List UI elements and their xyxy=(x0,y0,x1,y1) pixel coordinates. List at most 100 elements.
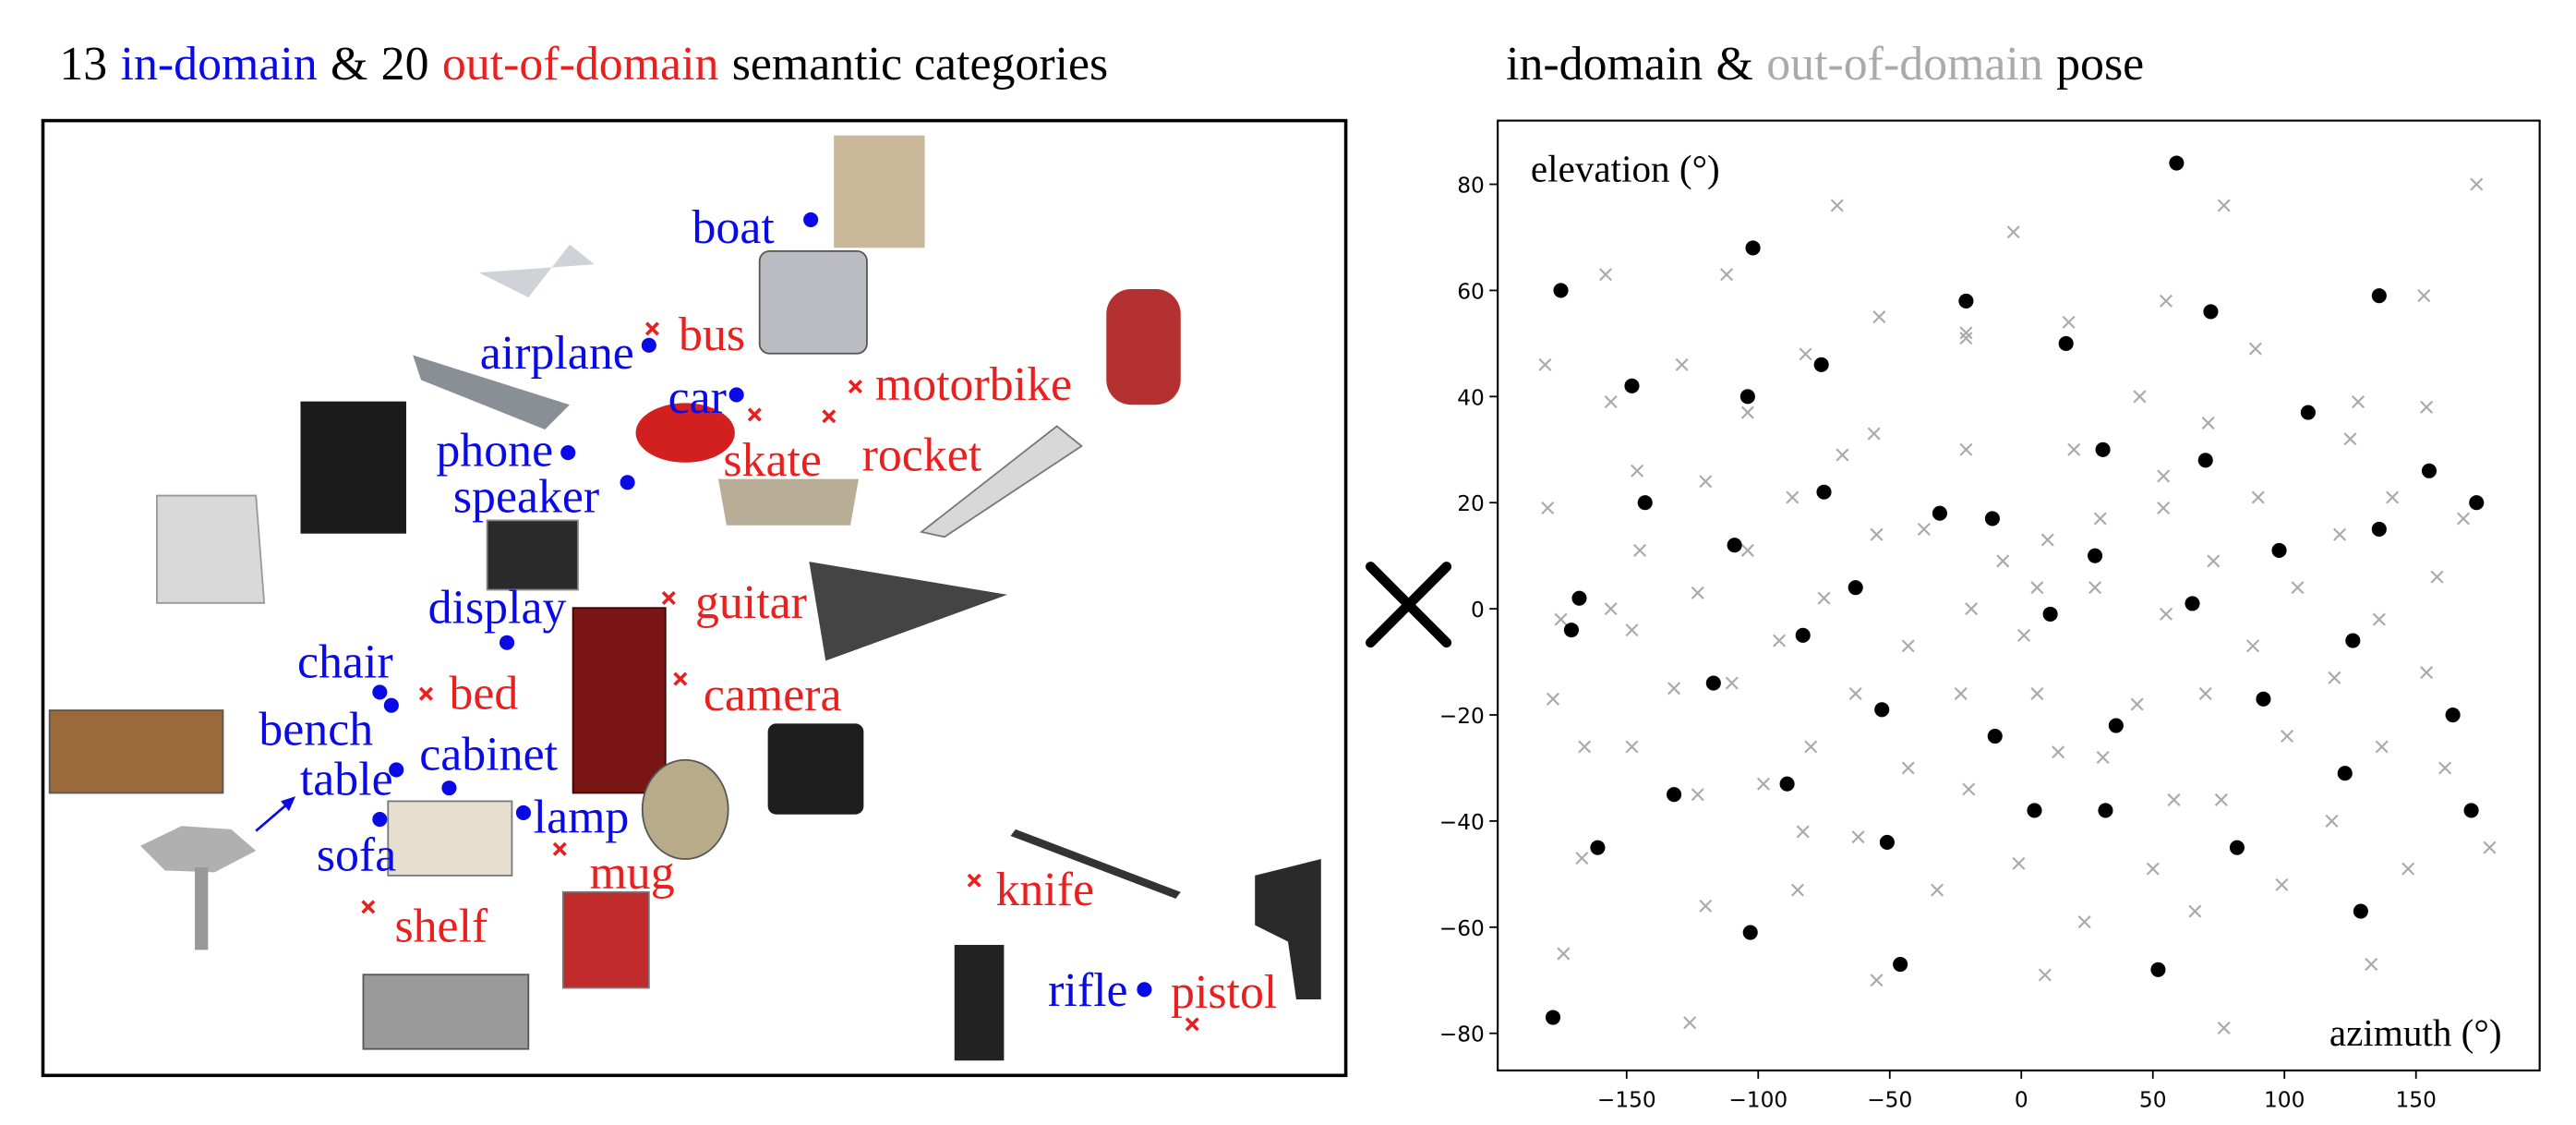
x-tick-label: 0 xyxy=(2015,1087,2028,1112)
pose-cross xyxy=(2430,570,2444,584)
table-leg xyxy=(195,866,209,950)
pose-dot xyxy=(1795,627,1811,643)
pose-cross xyxy=(2401,862,2415,876)
airplane-image xyxy=(478,244,595,297)
pose-cross xyxy=(1604,395,1618,409)
chair-image xyxy=(156,494,266,604)
category-label: guitar xyxy=(695,576,807,629)
category-label: knife xyxy=(995,864,1094,916)
pose-dot xyxy=(1739,389,1755,405)
pose-dot xyxy=(2271,542,2287,558)
pose-cross xyxy=(1872,310,1886,324)
left-frame xyxy=(41,118,1348,1078)
pose-cross xyxy=(1965,602,1979,616)
boat-image xyxy=(834,135,925,248)
pose-dot xyxy=(2421,463,2438,478)
pose-cross xyxy=(1799,347,1812,361)
pose-cross xyxy=(1691,788,1704,802)
knife-image xyxy=(1010,829,1181,899)
display-image xyxy=(486,519,579,591)
pose-cross xyxy=(1962,782,1976,796)
title-part: out-of-domain xyxy=(442,38,719,91)
pose-cross xyxy=(2246,639,2260,653)
pose-cross xyxy=(2038,968,2052,982)
y-tick-label: −80 xyxy=(1439,1022,1485,1047)
pose-dot xyxy=(1637,495,1653,511)
pose-cross xyxy=(1740,543,1754,557)
pose-cross xyxy=(2251,490,2265,504)
title-part: 20 xyxy=(381,38,429,91)
pose-cross xyxy=(1740,405,1754,419)
pose-cross xyxy=(1917,522,1931,536)
pose-cross xyxy=(2062,315,2076,329)
pose-cross xyxy=(2130,697,2144,711)
pose-dot xyxy=(1932,505,1947,521)
pistol-image xyxy=(1255,859,1321,1000)
pose-cross xyxy=(1538,357,1552,371)
pose-dot xyxy=(2469,495,2485,511)
pose-cross xyxy=(1725,676,1739,690)
pose-cross xyxy=(1836,448,1849,462)
pose-cross xyxy=(2067,442,2081,456)
x-tick-label: −100 xyxy=(1728,1087,1788,1112)
pose-dot xyxy=(1816,484,1832,500)
pose-dot xyxy=(2300,405,2316,420)
category-cross xyxy=(644,321,659,336)
pose-cross xyxy=(1699,475,1713,489)
pose-cross xyxy=(2375,740,2389,754)
title-part: in-domain xyxy=(1506,38,1703,91)
sofa-image xyxy=(387,800,513,877)
motorbike-image xyxy=(1106,289,1181,405)
pose-cross xyxy=(1848,687,1862,701)
category-dot xyxy=(620,475,635,490)
pose-cross xyxy=(1931,883,1944,897)
shelf-image xyxy=(362,974,530,1050)
pose-cross xyxy=(1851,830,1865,844)
y-axis-label: elevation (°) xyxy=(1531,148,1720,191)
y-tick-label: 0 xyxy=(1471,598,1485,623)
category-label: pistol xyxy=(1171,966,1277,1019)
category-label: shelf xyxy=(394,900,488,952)
pose-dot xyxy=(1893,957,1908,973)
pose-cross xyxy=(1720,268,1734,282)
pose-cross xyxy=(2077,915,2091,929)
pose-cross xyxy=(1625,623,1639,637)
pose-cross xyxy=(2281,729,2294,744)
category-dot xyxy=(441,780,457,796)
y-tick-label: 40 xyxy=(1457,385,1485,410)
category-dot xyxy=(500,635,515,650)
pose-cross xyxy=(1959,332,1973,345)
pose-cross xyxy=(1683,1016,1697,1030)
pose-cross xyxy=(1959,326,1973,340)
category-dot xyxy=(372,812,388,828)
pose-cross xyxy=(2351,395,2365,409)
pose-cross xyxy=(2217,1021,2231,1035)
pose-cross xyxy=(2483,841,2497,854)
pose-cross xyxy=(2343,432,2357,446)
pose-dot xyxy=(1879,834,1895,850)
pose-dot xyxy=(2337,766,2353,781)
pose-cross xyxy=(1804,740,1818,754)
category-cross xyxy=(552,841,567,856)
pose-cross xyxy=(2438,761,2452,775)
category-dot xyxy=(560,445,576,461)
x-axis-label: azimuth (°) xyxy=(2329,1011,2502,1055)
category-cross xyxy=(418,686,433,701)
pose-cross xyxy=(1786,490,1800,504)
pose-dot xyxy=(2095,442,2111,457)
phone-image xyxy=(413,355,571,430)
pose-dot xyxy=(1667,787,1682,803)
pose-dot xyxy=(1742,925,1758,940)
category-cross xyxy=(967,873,981,888)
object-images xyxy=(48,135,1321,1061)
pose-cross xyxy=(1796,825,1810,839)
category-dot xyxy=(803,212,819,227)
pose-dot xyxy=(1590,840,1606,855)
pose-dot xyxy=(2098,803,2113,818)
pose-cross xyxy=(2207,554,2221,568)
pose-cross xyxy=(2328,671,2341,684)
category-label: speaker xyxy=(453,470,599,523)
pose-dot xyxy=(1779,776,1795,792)
pose-cross xyxy=(2006,225,2020,239)
